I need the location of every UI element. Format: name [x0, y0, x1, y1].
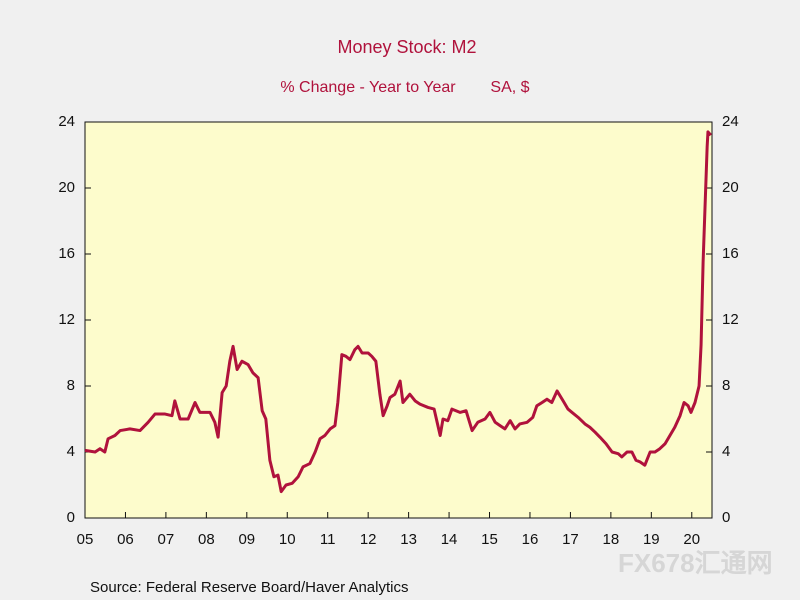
- y2-tick-label: 24: [722, 113, 739, 130]
- x-tick-label: 06: [117, 531, 134, 548]
- y-tick-label: 24: [58, 113, 75, 130]
- y-tick-label: 4: [67, 443, 75, 460]
- y2-tick-label: 4: [722, 443, 730, 460]
- y-tick-label: 0: [67, 509, 75, 526]
- x-tick-label: 09: [238, 531, 255, 548]
- x-tick-label: 18: [603, 531, 620, 548]
- y2-tick-label: 20: [722, 179, 739, 196]
- watermark: FX678汇通网: [618, 548, 773, 578]
- x-tick-label: 15: [481, 531, 498, 548]
- y2-tick-label: 0: [722, 509, 730, 526]
- chart-title: Money Stock: M2: [337, 37, 476, 57]
- y2-tick-label: 8: [722, 377, 730, 394]
- chart-units: SA, $: [490, 79, 529, 96]
- x-tick-label: 19: [643, 531, 660, 548]
- plot-area: [84, 121, 713, 519]
- x-tick-label: 08: [198, 531, 215, 548]
- x-tick-label: 16: [522, 531, 539, 548]
- y-tick-label: 16: [58, 245, 75, 262]
- x-tick-label: 10: [279, 531, 296, 548]
- x-tick-label: 14: [441, 531, 458, 548]
- data-line: [84, 130, 712, 494]
- chart-subtitle: % Change - Year to Year: [280, 79, 456, 96]
- x-tick-label: 12: [360, 531, 377, 548]
- x-tick-label: 05: [77, 531, 94, 548]
- y-tick-label: 12: [58, 311, 75, 328]
- x-tick-label: 20: [683, 531, 700, 548]
- source-note: Source: Federal Reserve Board/Haver Anal…: [90, 579, 408, 596]
- x-tick-label: 11: [320, 531, 336, 548]
- x-tick-label: 13: [400, 531, 417, 548]
- x-tick-label: 17: [562, 531, 579, 548]
- x-tick-label: 07: [158, 531, 175, 548]
- y-tick-label: 8: [67, 377, 75, 394]
- y2-tick-label: 16: [722, 245, 739, 262]
- y-tick-label: 20: [58, 179, 75, 196]
- y2-tick-label: 12: [722, 311, 739, 328]
